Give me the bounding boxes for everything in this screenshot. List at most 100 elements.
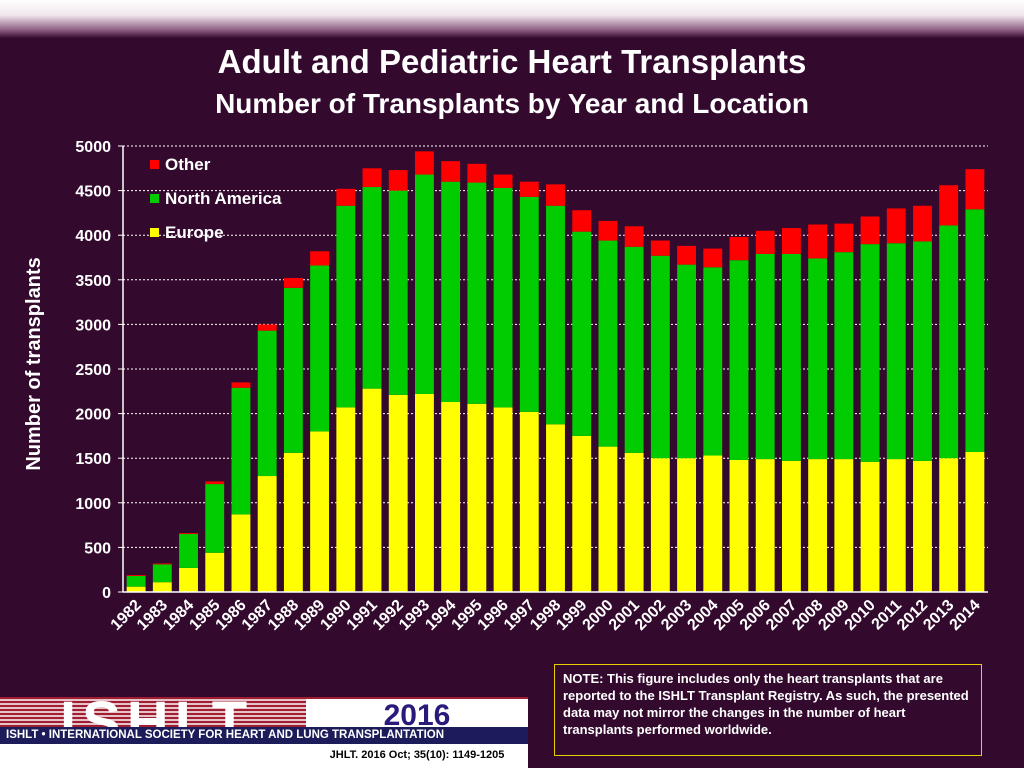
bar-segment: [179, 533, 198, 535]
bar-segment: [939, 458, 959, 592]
bar-segment: [729, 236, 749, 261]
bar-segment: [834, 252, 854, 460]
bar-segment: [703, 267, 723, 456]
x-tick-labels: 1982198319841985198619871988198919901991…: [108, 597, 984, 634]
bar-segment: [913, 460, 932, 592]
y-tick-label: 0: [102, 585, 111, 602]
bar-segment: [205, 552, 225, 592]
bar-segment: [415, 174, 434, 394]
logo-tagline: ISHLT • INTERNATIONAL SOCIETY FOR HEART …: [0, 727, 528, 744]
y-tick-label: 1500: [75, 451, 111, 468]
bar-segment: [808, 459, 828, 592]
bar-segment: [126, 586, 146, 592]
legend-swatch: [150, 160, 159, 169]
bar-segment: [677, 245, 696, 265]
bar-segment: [808, 224, 828, 259]
y-tick-label: 3000: [75, 317, 111, 334]
bar-segment: [467, 403, 487, 592]
bar-segment: [965, 169, 985, 210]
bar-segment: [362, 168, 382, 188]
bar-segment: [755, 459, 775, 592]
bar-segment: [310, 251, 330, 266]
y-tick-labels: 0 500 1000 1500 2000 2500 3000 3500 4000 4500 5000: [75, 139, 111, 602]
bar-segment: [493, 174, 513, 188]
bar-segment: [179, 567, 198, 592]
bar-segment: [965, 209, 985, 452]
bar-segment: [493, 407, 513, 592]
citation: JHLT. 2016 Oct; 35(10): 1149-1205: [329, 749, 505, 761]
bar-segment: [624, 246, 644, 453]
bar-segment: [310, 431, 330, 592]
bar-segment: [415, 151, 434, 175]
bars: [126, 151, 985, 592]
bar-segment: [546, 184, 565, 206]
bar-segment: [939, 185, 959, 226]
bar-segment: [257, 324, 277, 331]
bar-segment: [755, 253, 775, 460]
legend-swatch: [150, 194, 159, 203]
bar-segment: [283, 287, 303, 453]
bar-segment: [336, 188, 356, 206]
bar-segment: [179, 534, 198, 568]
bar-segment: [126, 575, 146, 587]
note-text: NOTE: This figure includes only the hear…: [563, 671, 969, 737]
bar-segment: [886, 243, 906, 460]
legend-label: Europe: [165, 223, 224, 242]
bar-segment: [519, 181, 539, 197]
bar-segment: [257, 476, 277, 592]
bar-segment: [913, 205, 932, 242]
bar-segment: [388, 170, 408, 191]
bar-segment: [965, 451, 985, 592]
bar-segment: [336, 407, 356, 592]
slide-subtitle: Number of Transplants by Year and Locati…: [215, 88, 809, 119]
bar-segment: [126, 575, 146, 576]
y-tick-label: 4000: [75, 228, 111, 245]
bar-segment: [467, 182, 487, 404]
bar-segment: [388, 394, 408, 592]
bar-segment: [231, 514, 251, 592]
bar-segment: [283, 452, 303, 592]
bar-segment: [467, 163, 487, 183]
bar-segment: [362, 388, 382, 592]
bar-segment: [886, 459, 906, 592]
top-banner: [0, 0, 1024, 38]
bar-segment: [755, 230, 775, 254]
legend-swatch: [150, 228, 159, 237]
bar-segment: [834, 459, 854, 592]
bar-segment: [650, 255, 670, 459]
bar-segment: [729, 459, 749, 592]
bar-segment: [493, 187, 513, 408]
bar-segment: [677, 458, 696, 592]
bar-segment: [546, 205, 565, 425]
bar-segment: [781, 460, 801, 592]
bar-segment: [546, 424, 565, 592]
y-tick-label: 2000: [75, 407, 111, 424]
bar-segment: [624, 452, 644, 592]
logo-letters: ISHLT: [60, 697, 254, 755]
bar-segment: [729, 260, 749, 460]
x-tick-label: 2014: [947, 597, 984, 634]
bar-segment: [205, 481, 225, 485]
bar-segment: [231, 387, 251, 515]
bar-segment: [231, 382, 251, 388]
bar-segment: [677, 264, 696, 459]
bar-segment: [441, 161, 461, 182]
bar-segment: [572, 435, 592, 592]
legend-label: North America: [165, 189, 282, 208]
y-tick-label: 1000: [75, 496, 111, 513]
bar-segment: [152, 564, 172, 583]
bar-segment: [152, 563, 172, 565]
bar-segment: [860, 244, 880, 462]
y-tick-label: 2500: [75, 362, 111, 379]
bar-segment: [703, 455, 723, 592]
bar-segment: [572, 210, 592, 232]
bar-segment: [650, 240, 670, 256]
bar-segment: [860, 461, 880, 592]
bar-segment: [886, 208, 906, 244]
bar-segment: [939, 225, 959, 459]
bar-segment: [860, 216, 880, 245]
stacked-bar-chart: 0 500 1000 1500 2000 2500 3000 3500 4000 4500 5000…: [23, 139, 988, 634]
bar-segment: [205, 484, 225, 553]
axes: [118, 145, 988, 593]
bar-segment: [152, 582, 172, 592]
